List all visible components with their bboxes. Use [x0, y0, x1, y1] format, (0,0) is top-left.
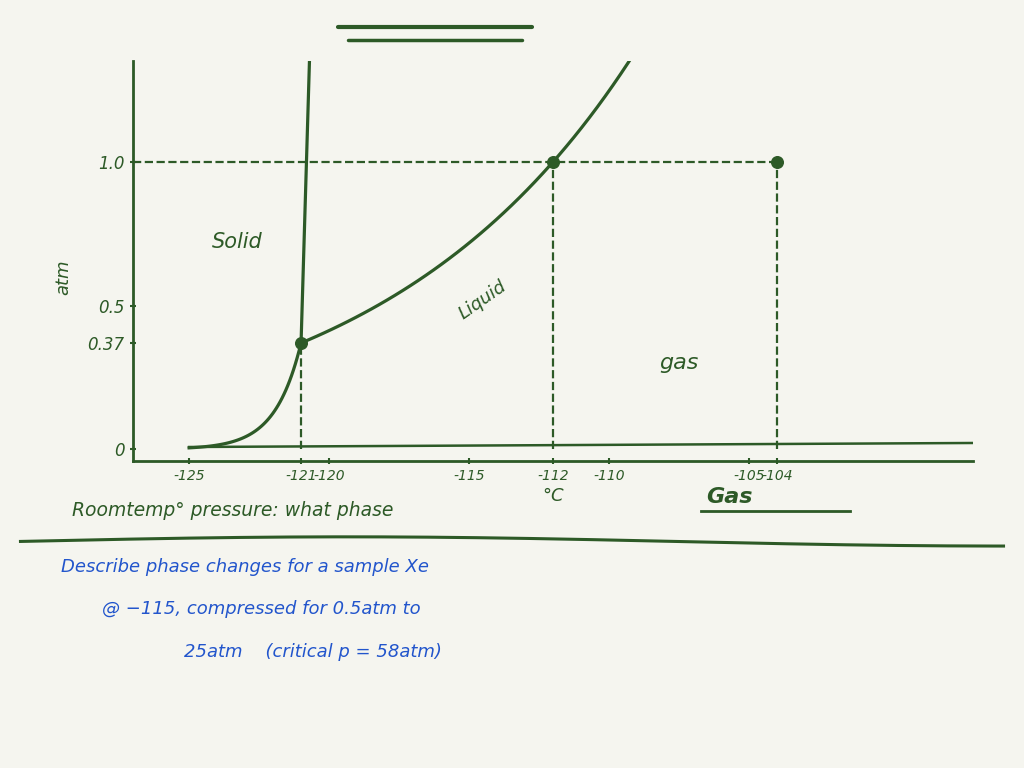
Text: atm: atm	[54, 259, 72, 295]
Point	[293, 337, 309, 349]
Text: @ −115, compressed for 0.5atm to: @ −115, compressed for 0.5atm to	[102, 601, 421, 618]
Text: Solid: Solid	[212, 233, 262, 253]
Text: Describe phase changes for a sample Xe: Describe phase changes for a sample Xe	[61, 558, 429, 576]
Text: gas: gas	[659, 353, 698, 373]
Text: Liquid: Liquid	[456, 277, 510, 323]
Text: Roomtemp° pressure: what phase: Roomtemp° pressure: what phase	[72, 501, 393, 520]
Point	[545, 156, 561, 168]
Text: Gas: Gas	[707, 487, 753, 507]
X-axis label: °C: °C	[542, 488, 564, 505]
Text: 25atm    (critical p = 58atm): 25atm (critical p = 58atm)	[184, 643, 442, 660]
Point	[769, 156, 785, 168]
